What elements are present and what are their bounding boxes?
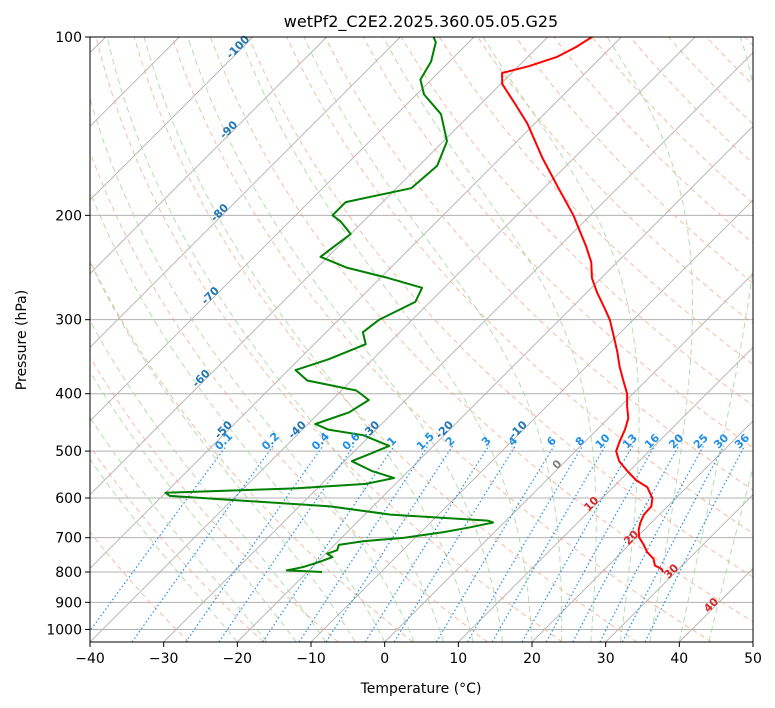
- moist-adiabat: [708, 465, 753, 642]
- y-tick-label: 300: [55, 313, 82, 329]
- moist-adiabat: [90, 416, 268, 642]
- moist-adiabat: [90, 189, 386, 642]
- y-tick-label: 900: [55, 595, 82, 611]
- dry-adiabat: [438, 37, 753, 366]
- y-tick-label: 700: [55, 531, 82, 547]
- moist-adiabat: [606, 37, 693, 642]
- dry-adiabat: [90, 259, 414, 642]
- dry-adiabat: [515, 37, 753, 284]
- x-tick-label: 50: [744, 651, 762, 667]
- mixing-ratio-line: [218, 445, 355, 642]
- isotherm-line: [163, 52, 753, 642]
- x-tick-label: −30: [149, 651, 179, 667]
- x-tick-label: 10: [449, 651, 467, 667]
- chart-title: wetPf2_C2E2.2025.360.05.05.G25: [284, 12, 558, 32]
- isotherm-line: [90, 37, 696, 642]
- x-tick-label: 0: [380, 651, 389, 667]
- moist-adiabat: [90, 458, 238, 642]
- isotherm-line: [458, 346, 753, 642]
- isotherm-line: [605, 494, 753, 642]
- y-tick-label: 1000: [46, 622, 82, 638]
- x-tick-label: 20: [523, 651, 541, 667]
- isotherm-line: [531, 420, 753, 642]
- plot-frame: [89, 36, 754, 643]
- isotherm-line: [237, 125, 753, 642]
- mixing-ratio-line: [545, 445, 656, 642]
- y-tick-label: 600: [55, 491, 82, 507]
- x-tick-label: −40: [75, 651, 105, 667]
- dry-adiabat: [90, 445, 264, 642]
- isotherm-line: [90, 37, 327, 275]
- mixing-ratio-line: [466, 445, 584, 642]
- mixing-ratio-line: [435, 445, 555, 642]
- mixing-ratio-line: [393, 445, 516, 642]
- moist-adiabat: [303, 37, 563, 642]
- dry-adiabat: [133, 37, 638, 642]
- y-axis-label: Pressure (hPa): [14, 290, 30, 390]
- dry-adiabat: [400, 37, 753, 407]
- moist-adiabat: [382, 37, 597, 642]
- x-tick-label: 30: [597, 651, 615, 667]
- moist-adiabat: [143, 37, 474, 642]
- moist-adiabat: [482, 37, 640, 642]
- moist-adiabat: [106, 37, 445, 642]
- isotherm-line: [90, 37, 475, 422]
- dewpoint-profile-line: [164, 37, 495, 573]
- y-tick-label: 200: [55, 208, 82, 224]
- mixing-ratio-line: [621, 445, 725, 642]
- dry-adiabat: [95, 37, 563, 642]
- moist-adiabat: [90, 370, 297, 642]
- mixing-ratio-line: [185, 445, 324, 642]
- isotherm-line: [90, 37, 622, 569]
- dry-adiabat: [90, 356, 339, 642]
- x-tick-label: −10: [296, 651, 326, 667]
- temperature-profile-line: [501, 37, 664, 573]
- isotherm-line: [384, 273, 753, 642]
- dry-adiabat: [286, 37, 753, 534]
- mixing-ratio-line: [644, 445, 746, 642]
- isotherm-line: [90, 37, 401, 348]
- moist-adiabat: [187, 37, 503, 642]
- moist-adiabat: [90, 319, 327, 642]
- dry-adiabat: [210, 37, 753, 623]
- mixing-ratio-line: [298, 445, 429, 642]
- y-tick-label: 100: [55, 30, 82, 46]
- moist-adiabat: [239, 37, 533, 642]
- mixing-ratio-line: [521, 445, 634, 642]
- y-tick-label: 500: [55, 444, 82, 460]
- dry-adiabat: [90, 531, 190, 642]
- mixing-ratio-line: [325, 445, 454, 642]
- x-tick-label: −20: [223, 651, 253, 667]
- isotherm-line: [90, 37, 254, 201]
- moist-adiabat: [678, 37, 753, 642]
- dry-adiabat: [171, 37, 712, 642]
- y-tick-label: 400: [55, 387, 82, 403]
- moist-adiabat: [90, 260, 356, 642]
- mixing-ratio-line: [131, 445, 274, 642]
- x-axis-label: Temperature (°C): [360, 681, 482, 697]
- mixing-ratio-line: [364, 445, 490, 642]
- mixing-ratio-line: [262, 445, 395, 642]
- x-tick-label: 40: [670, 651, 688, 667]
- y-tick-label: 800: [55, 565, 82, 581]
